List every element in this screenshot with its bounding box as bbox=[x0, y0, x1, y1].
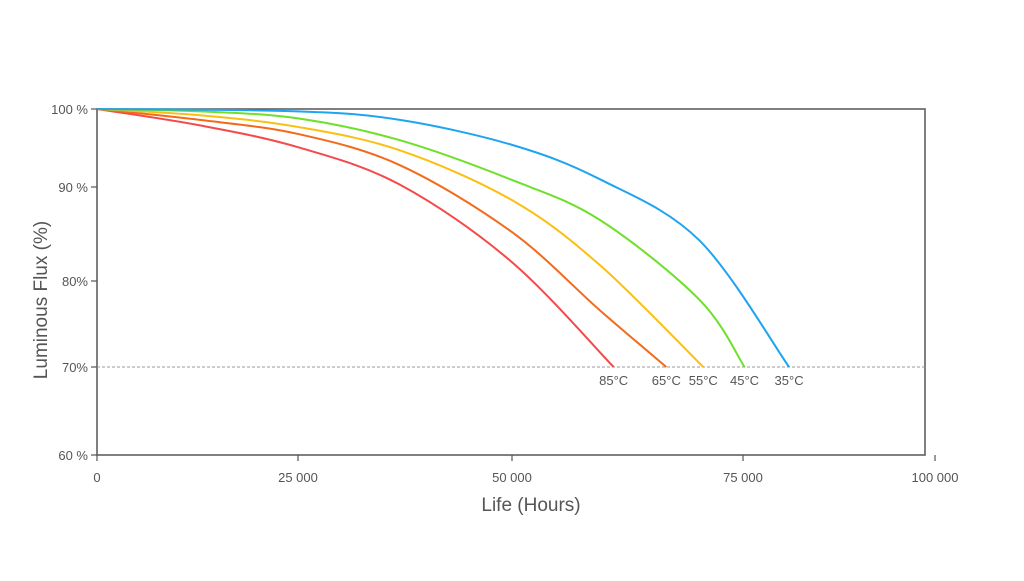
series-line bbox=[96, 108, 790, 368]
series-label: 35°C bbox=[775, 373, 804, 388]
series-label: 45°C bbox=[730, 373, 759, 388]
series-label: 55°C bbox=[689, 373, 718, 388]
series-line bbox=[96, 108, 667, 368]
y-tick-label: 60 % bbox=[58, 448, 88, 463]
y-tick-label: 80% bbox=[62, 274, 88, 289]
x-tick-label: 0 bbox=[93, 470, 100, 485]
y-tick-label: 90 % bbox=[58, 180, 88, 195]
series-line bbox=[96, 108, 746, 368]
y-tick-label: 70% bbox=[62, 360, 88, 375]
series-line bbox=[96, 108, 704, 368]
x-tick-label: 25 000 bbox=[278, 470, 318, 485]
x-axis-label: Life (Hours) bbox=[481, 495, 580, 516]
x-tick-label: 100 000 bbox=[912, 470, 959, 485]
y-axis-label: Luminous Flux (%) bbox=[31, 221, 52, 379]
y-tick-label: 100 % bbox=[51, 102, 88, 117]
series-label: 85°C bbox=[599, 373, 628, 388]
x-tick-label: 50 000 bbox=[492, 470, 532, 485]
plot-area bbox=[96, 108, 926, 456]
series-line bbox=[96, 108, 615, 368]
series-label: 65°C bbox=[652, 373, 681, 388]
x-tick-label: 75 000 bbox=[723, 470, 763, 485]
